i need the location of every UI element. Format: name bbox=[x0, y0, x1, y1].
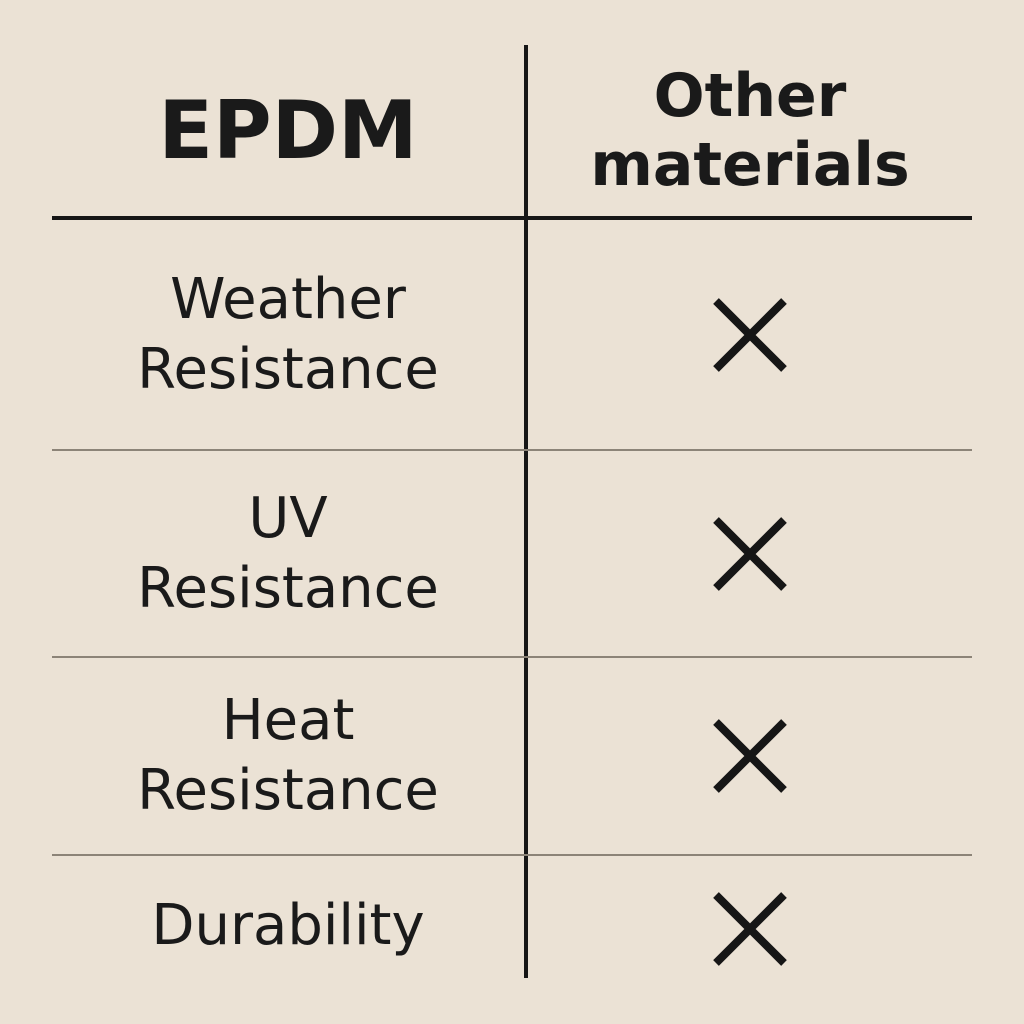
label-line: UV bbox=[248, 485, 328, 551]
x-icon bbox=[713, 516, 787, 591]
label-line: Durability bbox=[151, 893, 425, 958]
label-line: Heat bbox=[221, 688, 355, 753]
header-epdm: EPDM bbox=[158, 84, 418, 177]
x-icon bbox=[713, 719, 787, 793]
label-line: Resistance bbox=[137, 336, 439, 402]
other-weather-cell bbox=[528, 220, 972, 449]
label-line: Resistance bbox=[137, 555, 439, 621]
label-line: Weather bbox=[170, 266, 406, 332]
other-durability-cell bbox=[528, 856, 972, 1001]
row-divider bbox=[52, 449, 972, 451]
row-label-heat-resistance: Heat Resistance bbox=[52, 658, 524, 854]
row-label-uv-resistance: UV Resistance bbox=[52, 451, 524, 656]
header-line: Other bbox=[653, 60, 847, 131]
label-line: Resistance bbox=[137, 758, 439, 823]
row-divider bbox=[52, 656, 972, 658]
other-uv-cell bbox=[528, 451, 972, 656]
header-other-materials: Other materials bbox=[528, 45, 972, 216]
header-line: materials bbox=[590, 129, 910, 200]
header-divider bbox=[52, 216, 972, 220]
other-heat-cell bbox=[528, 658, 972, 854]
x-icon bbox=[713, 297, 787, 372]
row-divider bbox=[52, 854, 972, 856]
row-label-weather-resistance: Weather Resistance bbox=[52, 220, 524, 449]
x-icon bbox=[713, 891, 787, 966]
column-divider bbox=[524, 45, 528, 978]
row-label-durability: Durability bbox=[52, 856, 524, 996]
